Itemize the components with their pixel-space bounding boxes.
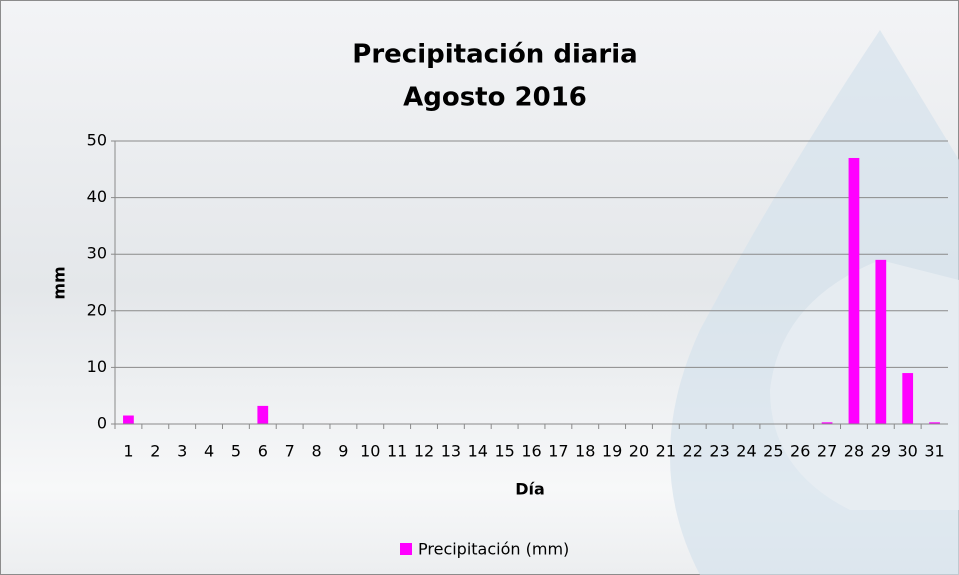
x-axis-label: Día (515, 480, 545, 499)
x-tick-label: 4 (204, 442, 214, 461)
bar (902, 373, 914, 424)
x-tick-label: 14 (468, 442, 488, 461)
x-tick-label: 21 (656, 442, 676, 461)
x-tick-label: 16 (521, 442, 541, 461)
bar (875, 259, 887, 424)
x-tick-label: 3 (177, 442, 187, 461)
x-tick-label: 5 (231, 442, 241, 461)
legend-label: Precipitación (mm) (418, 540, 569, 559)
decoration (770, 260, 959, 510)
x-tick-label: 12 (414, 442, 434, 461)
x-tick-label: 29 (871, 442, 891, 461)
x-tick-label: 24 (736, 442, 756, 461)
bar (848, 157, 860, 425)
y-tick-label: 40 (87, 187, 107, 206)
y-tick-label: 0 (97, 414, 107, 433)
x-tick-label: 15 (494, 442, 514, 461)
x-tick-label: 17 (548, 442, 568, 461)
y-axis-label: mm (50, 266, 69, 299)
x-tick-label: 18 (575, 442, 595, 461)
x-tick-label: 28 (844, 442, 864, 461)
x-tick-label: 9 (338, 442, 348, 461)
x-tick-label: 22 (683, 442, 703, 461)
x-tick-label: 31 (924, 442, 944, 461)
legend-swatch (400, 543, 412, 555)
y-tick-label: 20 (87, 300, 107, 319)
x-tick-label: 13 (441, 442, 461, 461)
x-tick-label: 8 (311, 442, 321, 461)
x-tick-label: 30 (898, 442, 918, 461)
bar (123, 415, 134, 424)
x-tick-label: 1 (123, 442, 133, 461)
x-tick-label: 19 (602, 442, 622, 461)
chart-title: Precipitación diaria (352, 40, 637, 70)
x-tick-label: 25 (763, 442, 783, 461)
x-tick-label: 23 (709, 442, 729, 461)
chart-subtitle: Agosto 2016 (403, 83, 587, 113)
bar (929, 422, 940, 424)
x-tick-label: 27 (817, 442, 837, 461)
y-tick-label: 10 (87, 357, 107, 376)
x-tick-label: 10 (360, 442, 380, 461)
x-tick-label: 11 (387, 442, 407, 461)
x-tick-label: 2 (150, 442, 160, 461)
bar (821, 422, 833, 424)
x-tick-label: 7 (285, 442, 295, 461)
y-tick-label: 30 (87, 244, 107, 263)
x-tick-label: 20 (629, 442, 649, 461)
bar (257, 405, 269, 424)
y-tick-label: 50 (87, 131, 107, 150)
x-tick-label: 6 (258, 442, 268, 461)
x-tick-label: 26 (790, 442, 810, 461)
